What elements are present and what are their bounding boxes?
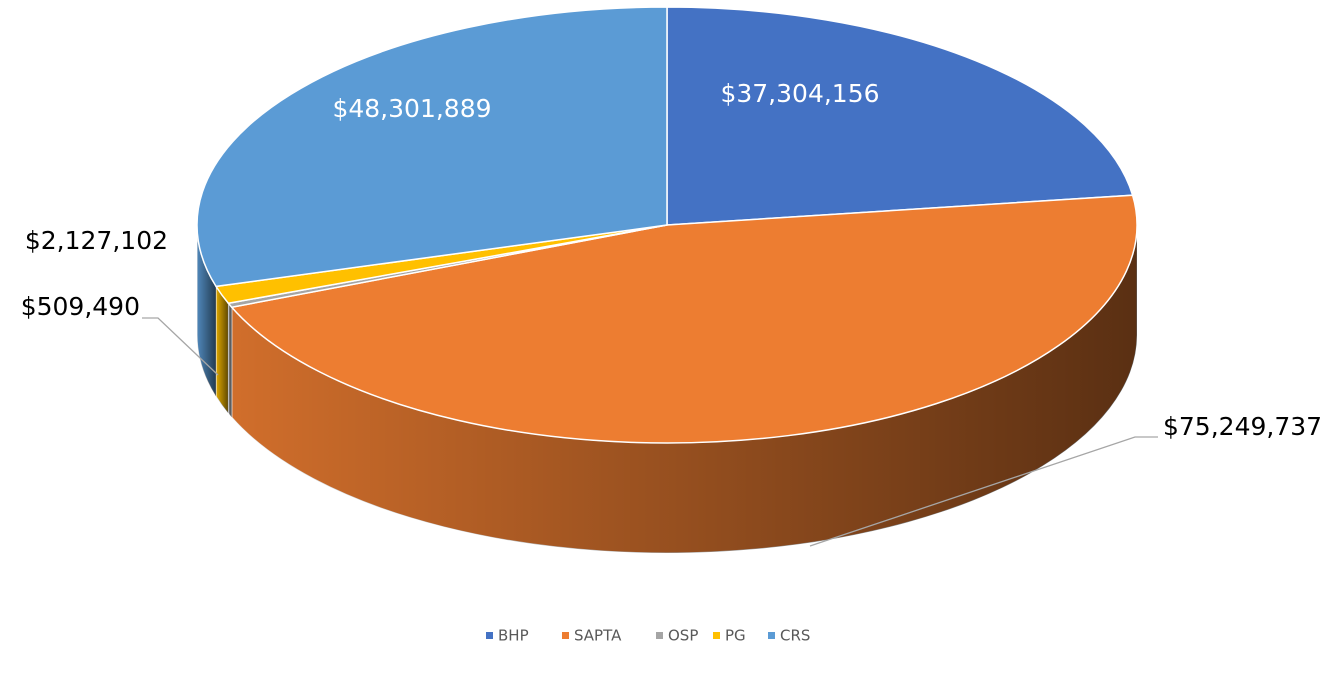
pie-slice (666, 6, 1134, 226)
data-label: $48,301,889 (332, 94, 491, 123)
legend-label: OSP (668, 627, 698, 645)
legend-label: SAPTA (574, 627, 622, 645)
legend-label: PG (725, 627, 746, 645)
legend-swatch (713, 632, 720, 639)
pie-side-shade (231, 225, 1137, 553)
legend-swatch (768, 632, 775, 639)
pie-slice (196, 6, 668, 288)
pie-side-shade (228, 303, 232, 418)
legend-label: BHP (498, 627, 529, 645)
leader-line (809, 436, 1158, 547)
pie-side-shade (197, 225, 217, 397)
data-label: $509,490 (21, 292, 140, 321)
data-label: $75,249,737 (1163, 412, 1322, 441)
pie-slice (230, 194, 1138, 444)
leader-line (142, 317, 219, 376)
data-label: $37,304,156 (720, 79, 879, 108)
pie-side-shade (216, 286, 229, 414)
legend-swatch (486, 632, 493, 639)
data-label: $2,127,102 (25, 226, 168, 255)
legend-swatch (562, 632, 569, 639)
legend-label: CRS (780, 627, 810, 645)
legend-swatch (656, 632, 663, 639)
